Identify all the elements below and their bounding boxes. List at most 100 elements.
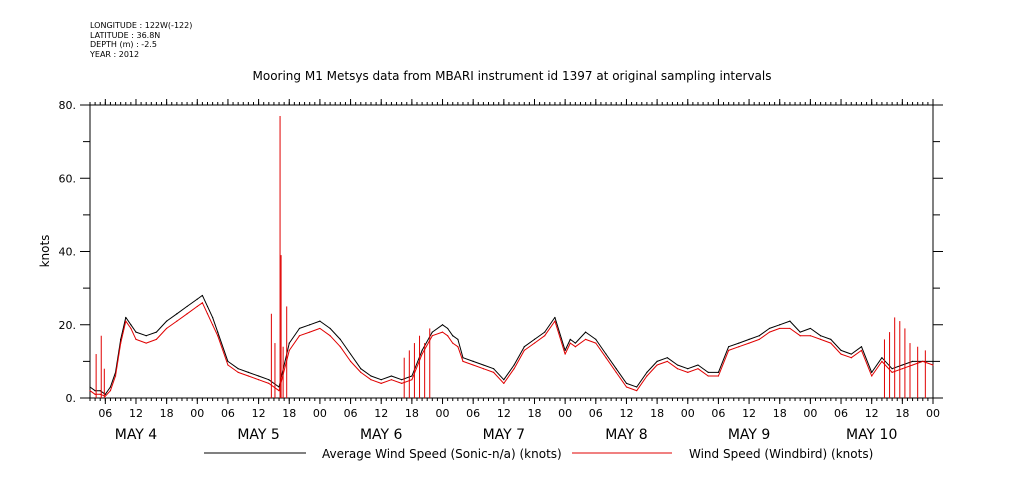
data-point [457,338,459,340]
data-point [687,368,689,370]
data-point [411,379,413,381]
year-label: YEAR : 2012 [90,49,140,59]
data-point [717,375,720,377]
data-point [615,371,617,373]
data-point [860,349,863,351]
data-point [145,335,147,337]
x-tick-label: 18 [160,407,174,420]
data-point [503,379,505,381]
data-point [932,364,934,366]
data-point [176,313,178,315]
data-point [605,353,607,355]
data-point [666,357,668,359]
data-point [278,390,280,392]
data-point [911,364,914,366]
data-point [319,320,321,322]
data-point [104,395,106,397]
x-tick-label: 18 [773,407,787,420]
data-point [227,360,229,362]
data-point [94,393,96,395]
data-point [298,327,301,330]
data-point [462,360,464,362]
y-tick-label: 0. [66,392,77,405]
data-point [697,368,699,370]
x-tick-label: 06 [98,407,112,420]
data-point [881,357,883,359]
data-point [809,335,811,337]
y-tick-label: 60. [59,172,77,185]
data-point [309,324,311,326]
data-point [636,390,638,392]
data-point [595,338,597,340]
data-point [758,338,760,340]
data-point [901,368,903,370]
x-tick-label: 12 [619,407,633,420]
depth-label: DEPTH (m) : -2.5 [90,40,157,50]
data-point [605,357,607,359]
data-point [809,327,811,330]
data-point [89,390,91,392]
x-tick-label: 00 [313,407,327,420]
data-point [217,331,219,333]
x-day-label: MAY 9 [728,427,770,443]
data-point [646,371,648,373]
longitude-label: LONGITUDE : 122W(-122) [90,21,193,30]
data-point [758,335,760,337]
data-point [130,324,132,326]
y-tick-label: 40. [59,246,77,259]
data-point [237,371,239,373]
data-point [569,342,571,344]
data-point [666,360,668,362]
data-point [881,360,883,362]
data-point [554,320,556,322]
data-point [319,327,321,330]
data-point [196,298,198,300]
data-point [99,390,101,392]
data-point [493,371,495,373]
data-point [636,386,638,388]
data-point [544,331,546,333]
data-point [380,382,382,384]
data-point [564,353,566,355]
data-point [401,382,403,384]
x-tick-label: 12 [865,407,879,420]
data-point [687,371,689,373]
data-point [728,346,730,348]
axis-ticks [80,99,943,404]
x-day-labels: MAY 4 MAY 5 MAY 6 MAY 7 MAY 8 MAY 9 MAY 10 [115,427,898,443]
data-point [329,335,331,337]
data-point [258,379,260,381]
data-point [676,364,679,366]
data-point [820,338,822,340]
data-point [830,338,832,340]
x-tick-label: 00 [190,407,204,420]
data-point [109,386,112,388]
data-point [554,316,556,319]
data-point [871,371,873,373]
data-point [447,335,449,337]
data-point [779,324,781,326]
x-tick-label: 06 [711,407,725,420]
data-point [728,349,730,351]
data-point [349,360,352,362]
data-point [212,316,214,319]
data-point [421,349,423,351]
data-point [707,375,709,377]
data-point [615,368,617,370]
data-point [891,371,893,373]
x-tick-label: 06 [589,407,603,420]
data-point [125,320,127,322]
x-tick-label: 18 [650,407,664,420]
data-point [201,302,203,304]
data-point [441,331,444,333]
data-point [789,327,791,330]
data-point [738,346,740,348]
x-tick-label: 12 [252,407,266,420]
data-point [574,346,576,348]
data-point [268,379,270,381]
data-point [349,353,352,355]
data-point [125,316,127,319]
data-point [513,364,515,366]
x-tick-label: 18 [527,407,541,420]
